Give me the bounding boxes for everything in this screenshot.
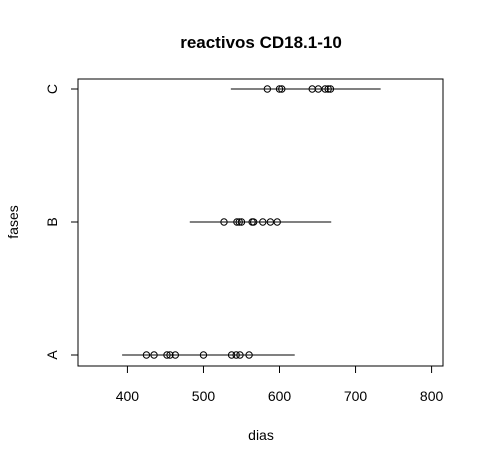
data-point xyxy=(171,351,180,359)
data-point xyxy=(220,218,228,226)
x-tick-label: 600 xyxy=(268,388,292,404)
data-point xyxy=(273,218,281,226)
data-point xyxy=(259,218,267,226)
y-tick-label: C xyxy=(44,84,60,94)
data-point xyxy=(150,351,158,359)
x-axis: 400 500 600 700 800 xyxy=(116,365,444,404)
x-axis-label: dias xyxy=(248,427,274,443)
data-point xyxy=(163,351,171,359)
data-point xyxy=(235,218,243,226)
y-tick-label: B xyxy=(44,217,60,226)
data-point xyxy=(326,85,335,93)
data-point xyxy=(142,351,151,359)
data-point xyxy=(324,85,332,93)
data-point xyxy=(275,85,284,93)
data-point xyxy=(232,351,240,359)
y-axis-label: fases xyxy=(5,205,21,238)
x-tick-label: 700 xyxy=(344,388,368,404)
x-tick-label: 400 xyxy=(116,388,140,404)
data-point xyxy=(249,218,258,226)
data-point xyxy=(233,218,241,226)
data-point xyxy=(227,351,236,359)
y-axis: A B C xyxy=(44,84,79,360)
y-tick-label: A xyxy=(44,350,60,360)
x-tick-label: 800 xyxy=(420,388,444,404)
data-point xyxy=(278,85,286,93)
data-point xyxy=(237,218,246,226)
data-point xyxy=(166,351,174,359)
data-point xyxy=(236,351,244,359)
chart-title: reactivos CD18.1-10 xyxy=(180,33,342,52)
data-point xyxy=(321,85,329,93)
data-point xyxy=(263,85,272,93)
data-point xyxy=(245,351,253,359)
data-point xyxy=(199,351,208,359)
data-marks xyxy=(122,85,381,359)
x-tick-label: 500 xyxy=(192,388,216,404)
